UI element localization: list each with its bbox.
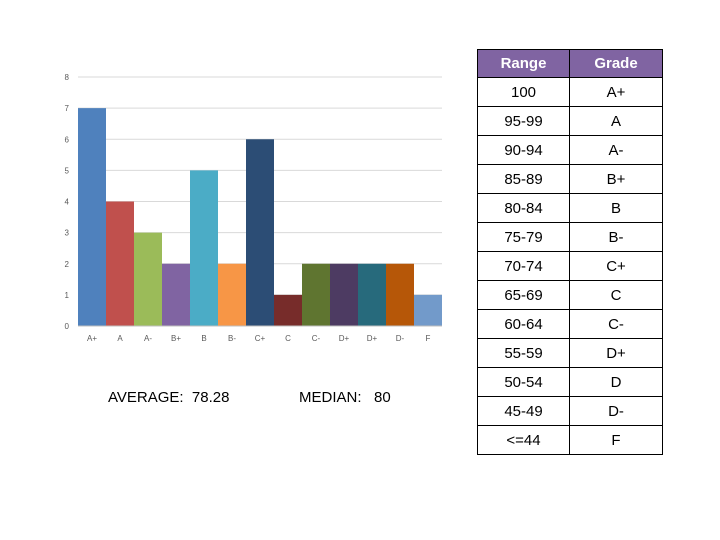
bar-4	[190, 170, 218, 326]
bar-12	[414, 294, 442, 326]
table-row: 85-89 B+	[477, 164, 663, 194]
range-cell: 75-79	[477, 222, 570, 252]
bar-2	[134, 232, 162, 326]
grade-range-table: Range Grade 100 A+ 95-99 A 90-94 A- 85-89 B+ 80-…	[477, 49, 663, 455]
x-tick-label: C	[285, 334, 291, 343]
bar-3	[162, 263, 190, 326]
grade-cell: A	[569, 106, 663, 136]
x-tick-label: D+	[339, 334, 350, 343]
y-tick-label: 3	[65, 229, 70, 238]
range-cell: <=44	[477, 425, 570, 455]
x-tick-label: C+	[255, 334, 266, 343]
grade-cell: D	[569, 367, 663, 397]
x-tick-label: F	[426, 334, 431, 343]
y-tick-label: 6	[65, 135, 70, 144]
median-label: MEDIAN: 80	[299, 389, 391, 406]
grade-header: Grade	[569, 49, 663, 78]
x-tick-label: D+	[367, 334, 378, 343]
table-row: 95-99 A	[477, 106, 663, 136]
range-cell: 80-84	[477, 193, 570, 223]
bar-10	[358, 263, 386, 326]
x-tick-label: B-	[228, 334, 236, 343]
table-row: 70-74 C+	[477, 251, 663, 281]
table-row: <=44 F	[477, 425, 663, 455]
range-cell: 100	[477, 77, 570, 107]
bar-9	[330, 263, 358, 326]
range-cell: 95-99	[477, 106, 570, 136]
grade-cell: D-	[569, 396, 663, 426]
y-tick-label: 1	[65, 291, 70, 300]
x-tick-label: A-	[144, 334, 152, 343]
y-tick-label: 7	[65, 104, 70, 113]
grade-cell: D+	[569, 338, 663, 368]
grade-cell: A+	[569, 77, 663, 107]
grade-cell: C-	[569, 309, 663, 339]
range-cell: 65-69	[477, 280, 570, 310]
table-row: 60-64 C-	[477, 309, 663, 339]
table-header-row: Range Grade	[477, 49, 663, 78]
y-tick-label: 4	[65, 198, 70, 207]
bar-0	[78, 108, 106, 326]
x-tick-label: B+	[171, 334, 181, 343]
range-cell: 60-64	[477, 309, 570, 339]
table-row: 90-94 A-	[477, 135, 663, 165]
grade-cell: C+	[569, 251, 663, 281]
range-cell: 45-49	[477, 396, 570, 426]
bar-7	[274, 294, 302, 326]
bar-6	[246, 139, 274, 326]
table-row: 65-69 C	[477, 280, 663, 310]
table-row: 100 A+	[477, 77, 663, 107]
y-tick-label: 0	[65, 322, 70, 331]
bar-8	[302, 263, 330, 326]
grade-cell: A-	[569, 135, 663, 165]
range-cell: 55-59	[477, 338, 570, 368]
range-cell: 70-74	[477, 251, 570, 281]
average-label: AVERAGE: 78.28	[108, 389, 230, 406]
table-row: 80-84 B	[477, 193, 663, 223]
range-cell: 85-89	[477, 164, 570, 194]
grade-cell: B	[569, 193, 663, 223]
x-tick-label: B	[201, 334, 206, 343]
grade-distribution-chart: 0 1 2 3 4 5 6 7 8 A+ A A- B+ B B- C+ C C- D+ D+ D- F	[65, 73, 442, 343]
range-cell: 50-54	[477, 367, 570, 397]
bar-1	[106, 201, 134, 326]
grade-cell: B+	[569, 164, 663, 194]
y-tick-label: 2	[65, 260, 70, 269]
grade-cell: F	[569, 425, 663, 455]
grade-cell: C	[569, 280, 663, 310]
y-tick-label: 8	[65, 73, 70, 82]
x-tick-label: A	[117, 334, 123, 343]
table-row: 55-59 D+	[477, 338, 663, 368]
table-row: 75-79 B-	[477, 222, 663, 252]
range-header: Range	[477, 49, 570, 78]
x-tick-label: D-	[396, 334, 405, 343]
grade-cell: B-	[569, 222, 663, 252]
table-row: 45-49 D-	[477, 396, 663, 426]
bar-5	[218, 263, 246, 326]
x-tick-label: C-	[312, 334, 321, 343]
bar-11	[386, 263, 414, 326]
table-row: 50-54 D	[477, 367, 663, 397]
y-tick-label: 5	[65, 166, 70, 175]
range-cell: 90-94	[477, 135, 570, 165]
x-tick-label: A+	[87, 334, 97, 343]
